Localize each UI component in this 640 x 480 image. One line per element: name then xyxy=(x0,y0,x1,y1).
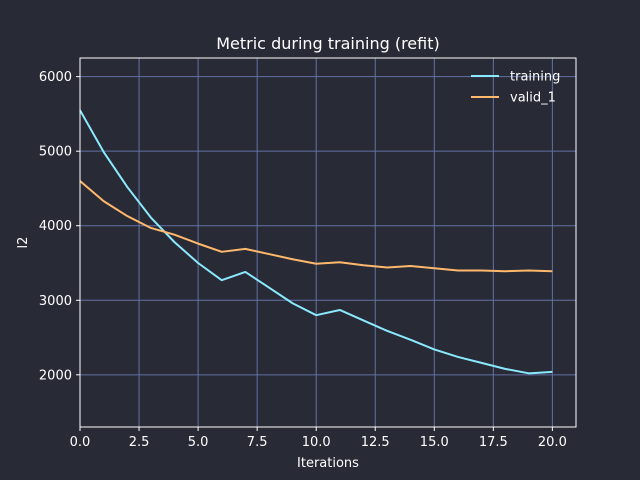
x-tick-label: 17.5 xyxy=(479,435,508,450)
legend: training valid_1 xyxy=(471,70,560,106)
legend-label-valid-1: valid_1 xyxy=(510,91,556,106)
ticks: 0.0 2.5 5.0 7.5 10.0 12.5 15.0 17.5 20.0 2000 3000… xyxy=(39,70,567,450)
y-tick-label: 2000 xyxy=(39,368,72,383)
y-axis-label: l2 xyxy=(16,237,31,249)
series-line-training xyxy=(79,109,553,375)
legend-label-training: training xyxy=(510,70,560,85)
x-tick-label: 10.0 xyxy=(302,435,331,450)
chart-title: Metric during training (refit) xyxy=(216,34,440,53)
y-tick-label: 3000 xyxy=(39,294,72,309)
x-tick-label: 20.0 xyxy=(538,435,567,450)
plot-lines xyxy=(79,109,553,375)
x-tick-label: 0.0 xyxy=(70,435,91,450)
y-tick-label: 5000 xyxy=(39,145,72,160)
grid xyxy=(79,58,576,427)
series-line-valid-1 xyxy=(79,180,553,273)
x-tick-label: 12.5 xyxy=(361,435,390,450)
x-tick-label: 2.5 xyxy=(129,435,150,450)
y-tick-label: 6000 xyxy=(39,70,72,85)
x-tick-label: 7.5 xyxy=(247,435,268,450)
x-tick-label: 15.0 xyxy=(420,435,449,450)
x-axis-label: Iterations xyxy=(297,456,359,471)
y-tick-label: 4000 xyxy=(39,219,72,234)
axes-frame xyxy=(79,57,577,428)
x-tick-label: 5.0 xyxy=(188,435,209,450)
